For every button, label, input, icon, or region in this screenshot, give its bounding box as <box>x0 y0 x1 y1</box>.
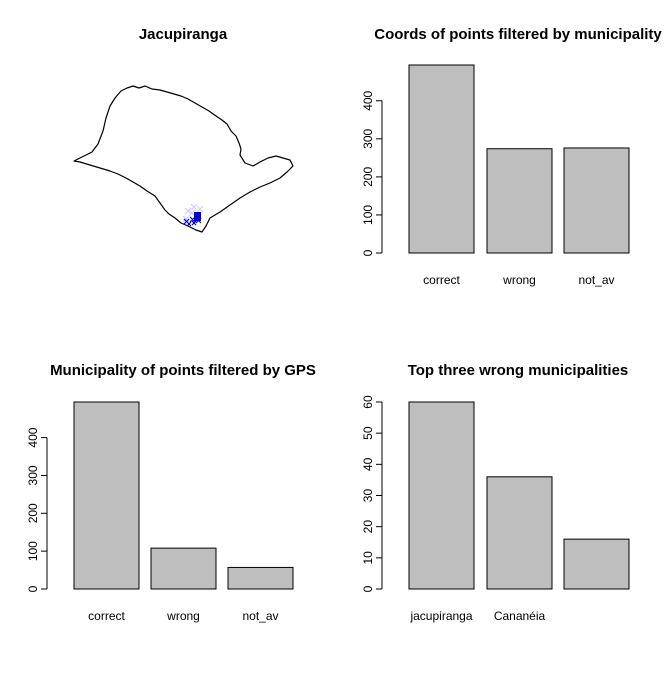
chart-top-wrong-municipalities: Top three wrong municipalities jacupirang… <box>361 362 630 623</box>
y-tick-label: 60 <box>361 395 375 409</box>
y-tick-label: 0 <box>361 249 375 256</box>
chart-title: Top three wrong municipalities <box>408 362 629 379</box>
x-tick-label: correct <box>88 609 125 623</box>
map-points <box>182 203 204 227</box>
x-tick-label: correct <box>423 273 460 287</box>
y-tick-label: 20 <box>361 520 375 534</box>
chart-title: Municipality of points filtered by GPS <box>50 362 316 379</box>
y-tick-label: 100 <box>361 205 375 225</box>
bar <box>486 476 553 590</box>
bar <box>563 147 630 254</box>
bar <box>150 547 217 590</box>
y-tick-label: 300 <box>26 465 40 485</box>
y-tick-label: 10 <box>361 551 375 565</box>
x-tick-label: jacupiranga <box>409 609 472 623</box>
x-tick-label: wrong <box>502 273 536 287</box>
x-tick-label: Cananéia <box>494 609 546 623</box>
x-tick-label: not_av <box>242 609 278 623</box>
bar <box>408 64 475 254</box>
y-tick-label: 0 <box>26 585 40 592</box>
y-tick-label: 300 <box>361 128 375 148</box>
y-tick-label: 400 <box>26 427 40 447</box>
map-title: Jacupiranga <box>139 26 228 43</box>
y-tick-label: 100 <box>26 541 40 561</box>
bar <box>73 401 140 590</box>
y-tick-label: 30 <box>361 489 375 503</box>
y-tick-label: 200 <box>26 503 40 523</box>
chart-municipality-by-gps: Municipality of points filtered by GPS co… <box>26 362 316 623</box>
chart-title: Coords of points filtered by municipalit… <box>374 26 662 43</box>
x-tick-label: wrong <box>166 609 200 623</box>
map-point-cluster <box>194 212 201 221</box>
bar <box>227 566 294 590</box>
bar <box>408 401 475 590</box>
map-panel: Jacupiranga <box>73 26 294 233</box>
bar <box>563 538 630 590</box>
bar <box>486 148 553 254</box>
y-tick-label: 0 <box>361 585 375 592</box>
y-tick-label: 200 <box>361 167 375 187</box>
y-tick-label: 400 <box>361 90 375 110</box>
x-tick-label: not_av <box>578 273 614 287</box>
chart-coords-by-municipality: Coords of points filtered by municipalit… <box>361 26 662 287</box>
y-tick-label: 40 <box>361 457 375 471</box>
y-tick-label: 50 <box>361 426 375 440</box>
sao-paulo-state-outline-icon <box>73 85 294 233</box>
